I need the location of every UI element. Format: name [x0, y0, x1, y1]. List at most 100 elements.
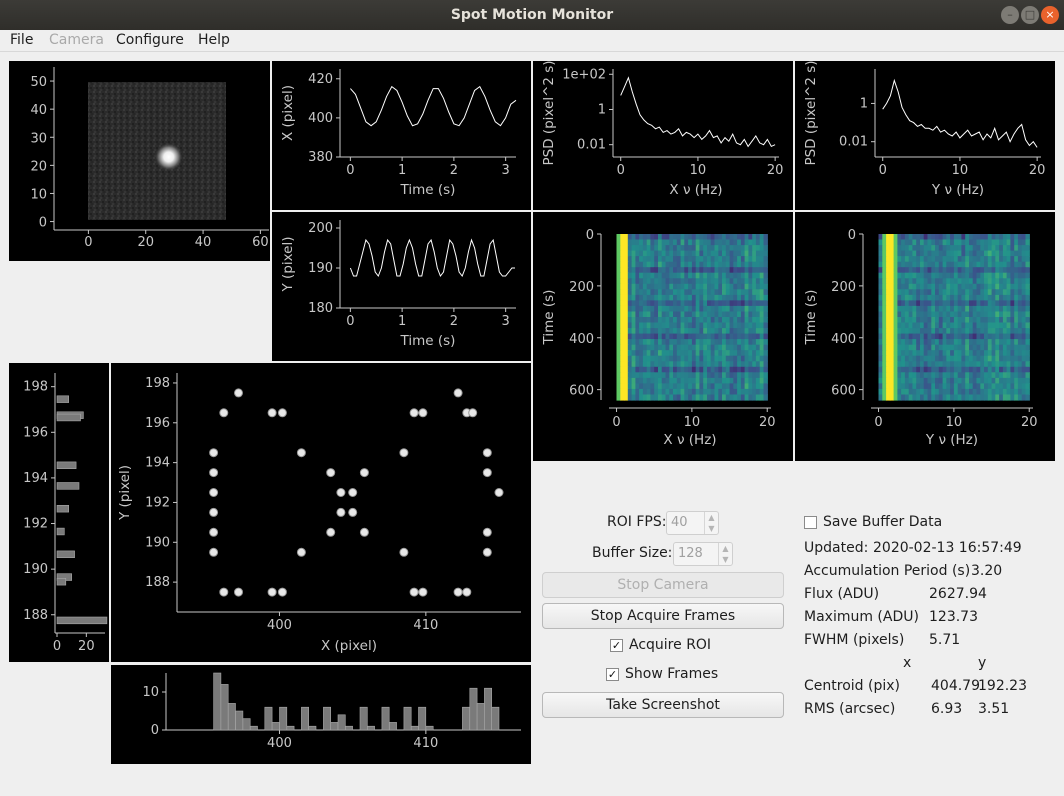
waterfall-cell — [631, 350, 636, 357]
waterfall-cell — [646, 272, 652, 279]
waterfall-cell — [908, 383, 914, 390]
scatter-point — [453, 587, 463, 597]
spin-arrows-icon[interactable]: ▲ ▼ — [704, 512, 718, 534]
waterfall-cell — [931, 300, 936, 307]
waterfall-cell — [923, 317, 929, 324]
waterfall-cell — [897, 333, 902, 340]
waterfall-cell — [995, 234, 1000, 241]
acquire-roi-checkbox[interactable]: ✓ — [610, 639, 623, 652]
y-position-plot[interactable]: 200 190 180 0 1 2 3 Time (s) Y (pixel) — [272, 212, 531, 361]
waterfall-cell — [1025, 250, 1030, 257]
waterfall-cell — [725, 394, 731, 401]
waterfall-cell — [710, 267, 716, 274]
waterfall-cell — [639, 317, 644, 324]
waterfall-cell — [620, 311, 625, 318]
waterfall-cell — [976, 250, 981, 257]
waterfall-cell — [755, 311, 761, 318]
waterfall-cell — [1014, 317, 1019, 324]
waterfall-cell — [995, 377, 1000, 384]
waterfall-cell — [755, 300, 761, 307]
y-waterfall-plot[interactable]: 0 200 400 600 0 10 20 Y ν (Hz) Time (s) — [795, 212, 1055, 461]
waterfall-cell — [703, 283, 708, 290]
menu-camera[interactable]: Camera — [49, 32, 104, 48]
waterfall-cell — [631, 372, 636, 379]
waterfall-cell — [624, 339, 629, 346]
waterfall-cell — [942, 377, 947, 384]
save-buffer-checkbox[interactable] — [804, 516, 817, 529]
waterfall-cell — [886, 267, 891, 274]
spin-arrows-icon[interactable]: ▲ ▼ — [718, 543, 732, 565]
waterfall-cell — [1010, 272, 1015, 279]
waterfall-cell — [878, 366, 883, 373]
waterfall-cell — [691, 317, 697, 324]
waterfall-cell — [961, 333, 966, 340]
waterfall-cell — [729, 317, 734, 324]
waterfall-cell — [1021, 322, 1027, 329]
x-histogram-plot[interactable]: 10 0 400 410 — [111, 665, 531, 764]
waterfall-cell — [916, 239, 921, 246]
waterfall-cell — [624, 383, 629, 390]
waterfall-cell — [665, 283, 670, 290]
waterfall-cell — [676, 294, 682, 301]
x-waterfall-plot[interactable]: 0 200 400 600 0 10 20 X ν (Hz) Time (s) — [533, 212, 793, 461]
waterfall-cell — [646, 377, 652, 384]
waterfall-cell — [635, 366, 640, 373]
take-screenshot-button[interactable]: Take Screenshot — [542, 692, 784, 718]
y-histogram-plot[interactable]: 198 196 194 192 190 188 0 20 — [9, 363, 109, 662]
waterfall-cell — [953, 322, 959, 329]
waterfall-cell — [616, 394, 621, 401]
stop-acquire-frames-button[interactable]: Stop Acquire Frames — [542, 603, 784, 629]
waterfall-cell — [740, 317, 746, 324]
buffer-size-spinbox[interactable]: 128 ▲ ▼ — [673, 542, 733, 566]
minimize-button[interactable]: – — [1001, 6, 1019, 24]
accum-period-value: 3.20 — [971, 563, 1003, 579]
waterfall-cell — [995, 350, 1000, 357]
waterfall-cell — [748, 383, 753, 390]
centroid-scatter-plot[interactable]: 198 196 194 192 190 188 400 410 X (pixel) Y (pixe… — [111, 363, 531, 662]
waterfall-cell — [882, 256, 887, 263]
waterfall-cell — [908, 250, 914, 257]
waterfall-cell — [969, 256, 974, 263]
waterfall-cell — [901, 317, 906, 324]
waterfall-cell — [639, 394, 644, 401]
waterfall-cell — [961, 355, 966, 362]
waterfall-cell — [980, 383, 985, 390]
waterfall-cell — [950, 317, 955, 324]
waterfall-cell — [695, 300, 701, 307]
waterfall-cell — [1002, 339, 1008, 346]
waterfall-cell — [912, 355, 917, 362]
camera-image-panel[interactable]: 50 40 30 20 10 0 0 20 40 60 — [9, 61, 270, 261]
waterfall-cell — [1010, 294, 1015, 301]
waterfall-cell — [673, 377, 678, 384]
waterfall-cell — [654, 383, 659, 390]
waterfall-cell — [744, 250, 749, 257]
waterfall-cell — [676, 272, 682, 279]
menu-configure[interactable]: Configure — [116, 32, 184, 48]
menu-help[interactable]: Help — [198, 32, 230, 48]
waterfall-cell — [1006, 355, 1011, 362]
waterfall-cell — [969, 333, 974, 340]
waterfall-cell — [946, 300, 951, 307]
waterfall-cell — [703, 355, 708, 362]
waterfall-cell — [980, 366, 985, 373]
waterfall-cell — [725, 311, 731, 318]
waterfall-cell — [639, 361, 644, 368]
waterfall-cell — [703, 256, 708, 263]
x-psd-plot[interactable]: 1e+02 1 0.01 0 10 20 X ν (Hz) PSD (pixel^2 s) — [533, 61, 793, 210]
waterfall-cell — [635, 355, 640, 362]
waterfall-cell — [695, 289, 701, 296]
waterfall-cell — [616, 388, 621, 395]
roi-fps-spinbox[interactable]: 40 ▲ ▼ — [666, 511, 719, 535]
waterfall-cell — [665, 261, 670, 268]
menu-file[interactable]: File — [10, 32, 34, 48]
title-bar[interactable]: Spot Motion Monitor – □ × — [0, 0, 1064, 30]
maximize-button[interactable]: □ — [1021, 6, 1039, 24]
show-frames-checkbox[interactable]: ✓ — [606, 668, 619, 681]
y-psd-plot[interactable]: 1 0.01 0 10 20 Y ν (Hz) PSD (pixel^2 s) — [795, 61, 1055, 210]
x-position-plot[interactable]: 420 400 380 0 1 2 3 Time (s) X (pixel) — [272, 61, 531, 210]
waterfall-cell — [897, 250, 902, 257]
waterfall-cell — [1002, 305, 1008, 312]
close-button[interactable]: × — [1041, 6, 1059, 24]
stop-camera-button[interactable]: Stop Camera — [542, 572, 784, 598]
waterfall-cell — [703, 272, 708, 279]
